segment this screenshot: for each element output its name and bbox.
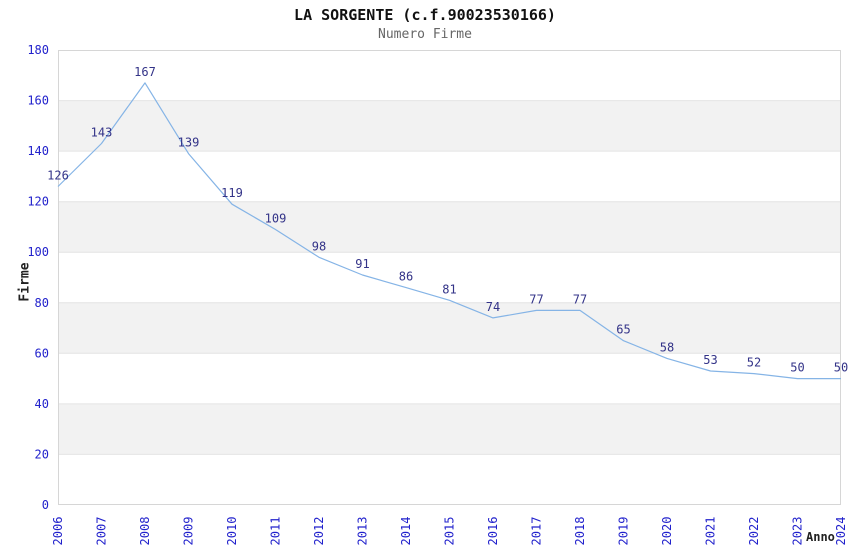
x-tick-label: 2012: [312, 517, 326, 546]
data-label: 77: [573, 292, 587, 306]
series-line: [57, 82, 841, 380]
x-tick-label: 2024: [834, 517, 848, 546]
data-label: 167: [134, 65, 156, 79]
data-label: 81: [442, 282, 456, 296]
x-tick-label: 2020: [660, 517, 674, 546]
x-tick-label: 2017: [530, 517, 544, 546]
y-tick-label: 180: [27, 43, 49, 57]
y-tick-label: 0: [42, 498, 49, 512]
x-tick-label: 2013: [356, 517, 370, 546]
y-tick-label: 60: [35, 346, 49, 360]
x-tick-label: 2014: [399, 517, 413, 546]
y-tick-label: 100: [27, 245, 49, 259]
data-label: 58: [660, 340, 674, 354]
x-tick-label: 2023: [791, 517, 805, 546]
data-label: 119: [221, 186, 243, 200]
x-tick-label: 2009: [182, 517, 196, 546]
data-label: 50: [790, 361, 804, 375]
data-label: 109: [265, 212, 287, 226]
data-label: 139: [178, 136, 200, 150]
x-tick-label: 2011: [269, 517, 283, 546]
x-tick-label: 2021: [704, 517, 718, 546]
x-tick-label: 2018: [573, 517, 587, 546]
data-label: 52: [747, 356, 761, 370]
plot-band: [58, 302, 841, 354]
plot-band: [58, 201, 841, 253]
data-label: 98: [312, 239, 326, 253]
data-label: 126: [47, 169, 69, 183]
x-tick-label: 2016: [486, 517, 500, 546]
x-tick-label: 2006: [51, 517, 65, 546]
x-tick-label: 2010: [225, 517, 239, 546]
data-label: 50: [834, 361, 848, 375]
chart-title: LA SORGENTE (c.f.90023530166): [294, 6, 556, 24]
x-tick-label: 2022: [747, 517, 761, 546]
x-tick-label: 2007: [95, 517, 109, 546]
x-tick-label: 2008: [138, 517, 152, 546]
data-label: 77: [529, 292, 543, 306]
y-tick-label: 120: [27, 195, 49, 209]
data-label: 65: [616, 323, 630, 337]
x-tick-label: 2019: [617, 517, 631, 546]
y-tick-label: 40: [35, 397, 49, 411]
y-tick-label: 80: [35, 296, 49, 310]
chart-subtitle: Numero Firme: [378, 27, 472, 42]
plot-band: [58, 403, 841, 455]
plot-band: [58, 100, 841, 152]
data-label: 143: [91, 126, 113, 140]
data-label: 91: [355, 257, 369, 271]
y-tick-label: 20: [35, 447, 49, 461]
x-axis-title: Anno: [806, 530, 835, 544]
data-label: 74: [486, 300, 500, 314]
data-label: 53: [703, 353, 717, 367]
x-tick-label: 2015: [443, 517, 457, 546]
y-axis-title: Firme: [17, 262, 33, 302]
y-tick-label: 160: [27, 94, 49, 108]
plot-border: [58, 50, 841, 505]
y-tick-label: 140: [27, 144, 49, 158]
data-label: 86: [399, 270, 413, 284]
